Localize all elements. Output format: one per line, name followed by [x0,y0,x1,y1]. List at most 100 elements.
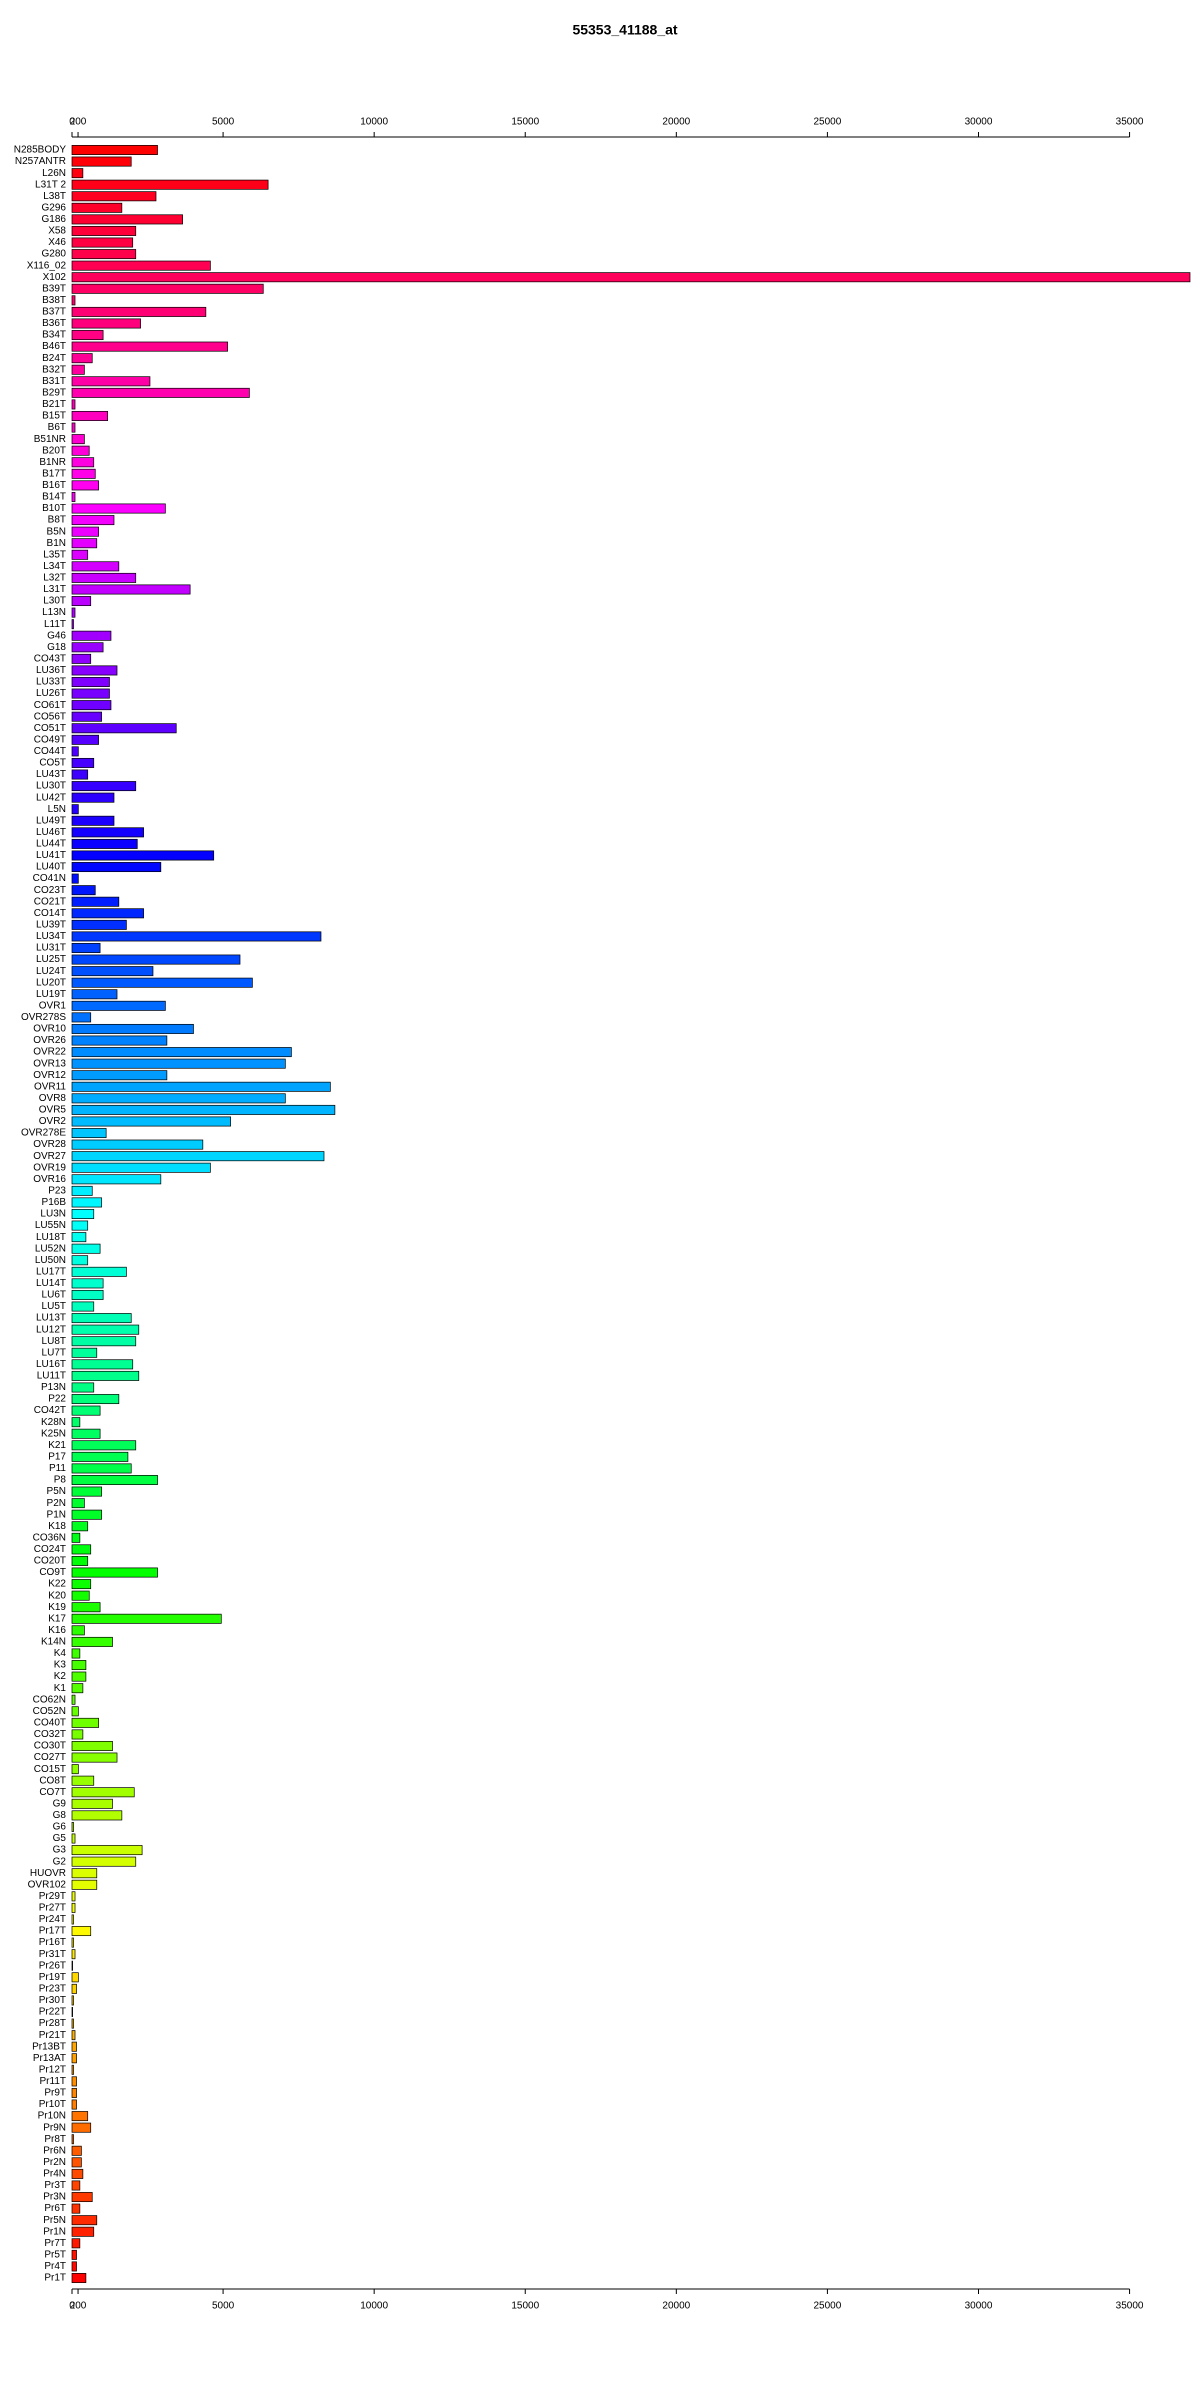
bar [71,653,92,664]
y-tick-label: B39T [42,283,66,294]
y-tick-label: Pr21T [39,2030,66,2041]
x-tick-label: 35000 [1116,2301,1144,2312]
y-tick-label: P13N [41,1382,66,1393]
bar [71,677,110,687]
y-tick-label: G9 [53,1798,67,1809]
bar [71,1926,92,1937]
y-tick-label: P23 [48,1186,66,1197]
y-tick-label: OVR13 [33,1058,66,1069]
bar [71,272,1191,283]
y-tick-label: L26N [42,168,66,179]
bar [71,1879,98,1890]
bar [71,1660,87,1671]
bar [71,1694,76,1705]
bar [71,1336,137,1347]
bar [71,283,264,294]
bar [71,422,76,433]
y-tick-label: OVR278S [21,1012,66,1023]
y-tick-label: LU13T [36,1313,66,1324]
bar [71,1856,137,1867]
y-tick-label: LU17T [36,1266,66,1277]
y-tick-label: HUOVR [30,1868,66,1879]
bar [71,2203,81,2214]
y-tick-label: Pr2N [43,2157,66,2168]
bar [71,2111,89,2122]
bar [71,908,144,919]
y-tick-label: LU24T [36,966,66,977]
y-tick-label: L31T 2 [35,179,66,190]
y-tick-label: Pr12T [39,2064,66,2075]
bar [71,2030,76,2041]
bar [71,2273,87,2283]
bar [71,1567,158,1578]
x-tick-label: 10000 [360,117,388,128]
bar [71,318,141,329]
bar [71,989,118,1000]
y-tick-label: L5N [48,804,66,815]
bar [71,2122,92,2133]
bar [71,1139,204,1150]
y-tick-label: Pr26T [39,1960,66,1971]
bar [71,330,104,341]
y-tick-label: B29T [42,388,66,399]
y-tick-label: Pr4T [44,2261,66,2272]
bar [71,2053,77,2064]
y-tick-label: LU52N [35,1243,66,1254]
x-tick-label: 10000 [360,2301,388,2312]
y-tick-label: P22 [48,1394,66,1405]
y-tick-label: L11T [44,619,66,630]
y-tick-label: G8 [53,1810,67,1821]
bar [71,145,158,155]
bar [71,1394,120,1405]
bar [71,769,89,780]
bar [71,1012,92,1023]
bar [71,202,123,213]
bar [71,572,137,583]
bar [71,630,112,641]
chart-title: 55353_41188_at [572,22,677,38]
y-tick-label: P17 [48,1452,66,1463]
y-tick-label: OVR11 [34,1081,66,1092]
bar [71,862,162,873]
y-tick-label: CO56T [34,711,66,722]
bar [71,1787,135,1798]
y-tick-label: Pr3N [43,2192,66,2203]
y-tick-label: B51NR [34,434,66,445]
y-tick-label: Pr9N [43,2122,66,2133]
bar [71,665,118,676]
y-tick-label: CO27T [34,1752,66,1763]
y-tick-label: Pr31T [39,1949,66,1960]
bar [71,411,109,421]
y-tick-label: K4 [54,1648,67,1659]
y-tick-label: Pr8T [44,2134,66,2145]
bar [71,1648,81,1659]
bar [71,619,74,630]
bar [71,1937,74,1948]
y-tick-label: CO24T [34,1544,66,1555]
bar [71,1266,127,1277]
y-tick-label: OVR19 [33,1162,66,1173]
bar [71,237,134,248]
bar [71,353,93,364]
y-tick-label: LU40T [36,862,66,873]
bar [71,1035,168,1046]
y-tick-label: B14T [42,492,66,503]
y-tick-label: LU31T [36,943,66,954]
y-tick-label: CO32T [34,1729,66,1740]
y-tick-label: B21T [42,399,66,410]
bar [71,642,104,653]
y-tick-label: Pr10N [38,2111,66,2122]
y-tick-label: CO49T [34,734,66,745]
bar [71,1752,118,1763]
y-tick-label: Pr3T [44,2180,66,2191]
bar [71,804,79,815]
y-tick-label: B38T [42,295,66,306]
bar [71,2215,98,2226]
y-tick-label: CO41N [33,873,66,884]
x-tick-label: 0 [69,117,75,128]
y-tick-label: Pr9T [44,2088,66,2099]
y-tick-label: LU18T [36,1232,66,1243]
y-tick-label: OVR2 [39,1116,67,1127]
y-tick-label: LU42T [36,792,66,803]
y-tick-label: CO40T [34,1718,66,1729]
